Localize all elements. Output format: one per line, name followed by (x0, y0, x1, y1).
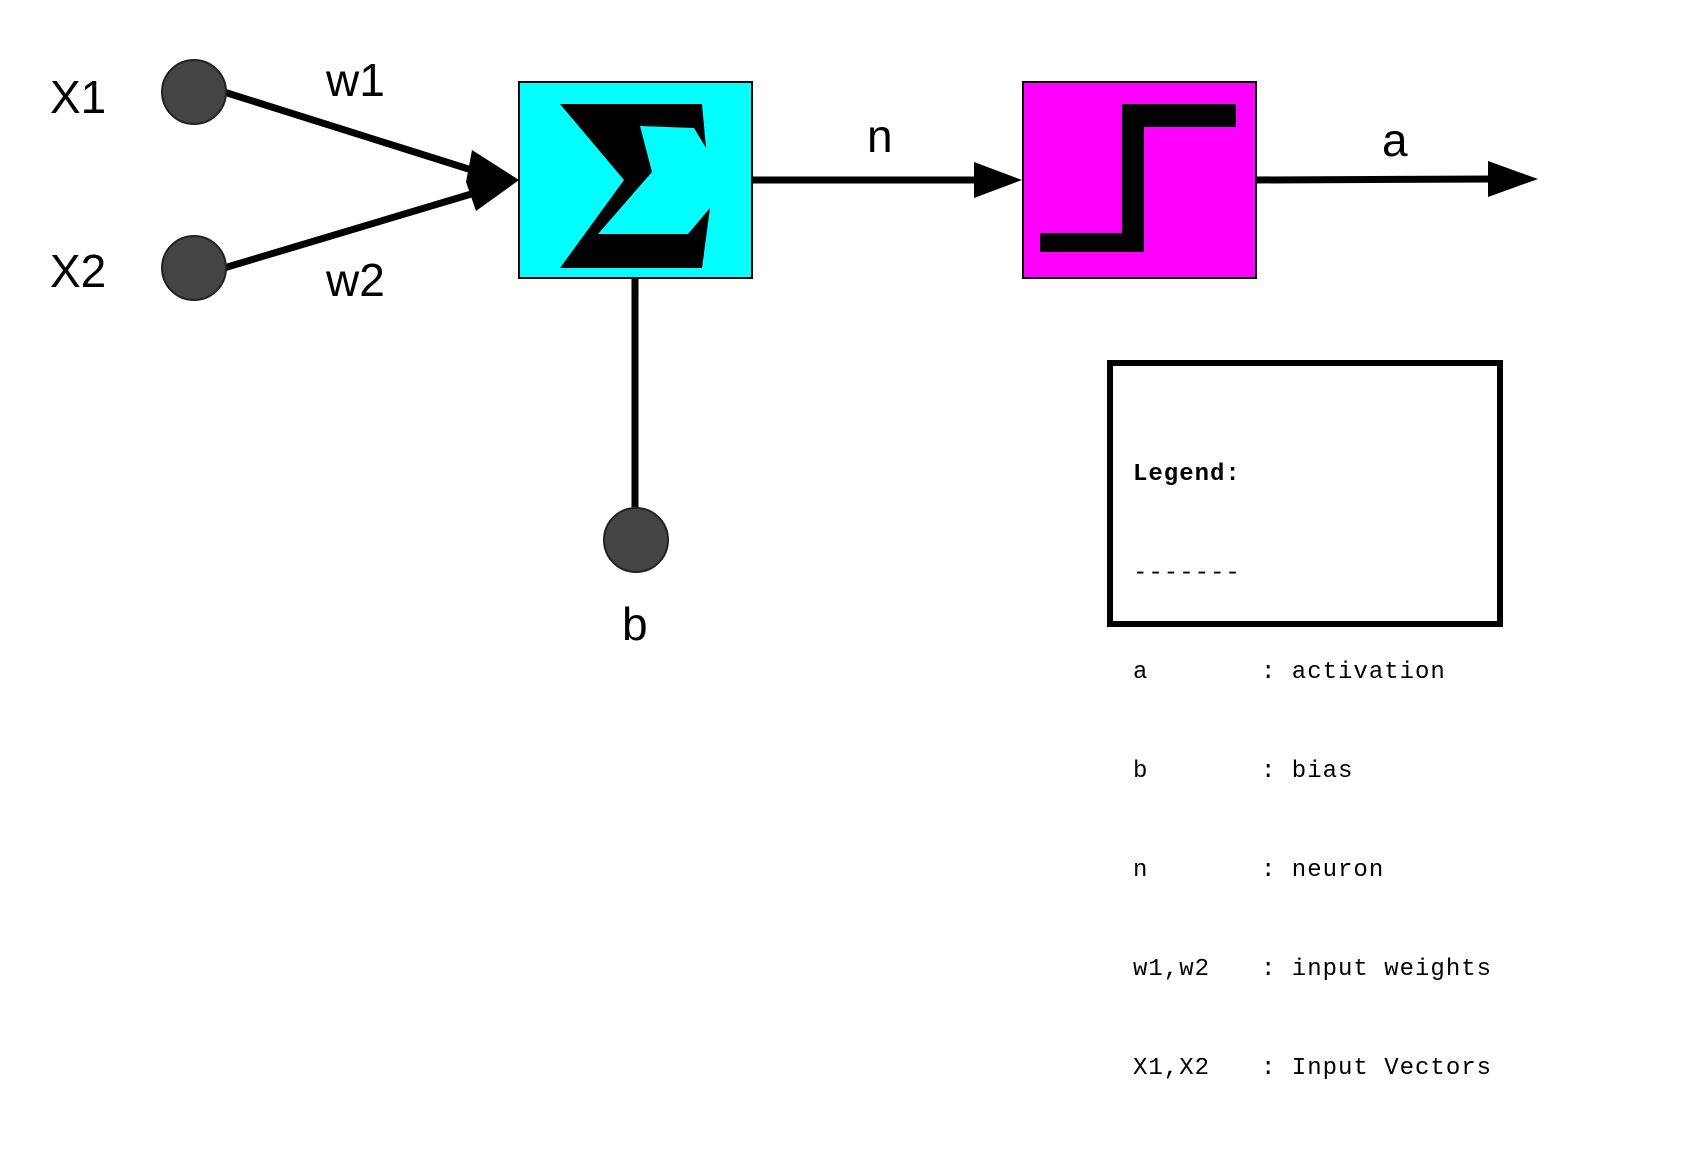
input-label-x1: X1 (50, 71, 106, 123)
step-function-icon (1040, 104, 1236, 252)
edge-x2-to-sum (222, 188, 480, 272)
perceptron-diagram: X1 X2 w1 w2 b n a (50, 54, 1538, 650)
arrowhead-output (1488, 161, 1538, 197)
legend-entry-desc: : input weights (1261, 956, 1493, 983)
arrowhead-into-activation (974, 162, 1022, 198)
legend-entry-desc: : activation (1261, 659, 1446, 686)
legend-entry: w1,w2 : input weights (1133, 953, 1492, 986)
legend-entry: a : activation (1133, 656, 1492, 689)
weight-label-w2: w2 (325, 254, 385, 306)
legend-entry: b : bias (1133, 755, 1492, 788)
output-label: a (1382, 114, 1408, 166)
legend-entry-key: b (1133, 758, 1149, 785)
input-node-x2 (161, 235, 227, 301)
legend-entry: X1,X2 : Input Vectors (1133, 1052, 1492, 1085)
legend-entry-desc: : neuron (1261, 857, 1385, 884)
legend-divider: ------- (1133, 560, 1241, 587)
weight-label-w1: w1 (325, 54, 385, 106)
legend-entry: n : neuron (1133, 854, 1492, 887)
input-node-x1 (161, 59, 227, 125)
legend-entry-key: w1,w2 (1133, 956, 1211, 983)
bias-node (603, 507, 669, 573)
legend-entry-desc: : bias (1261, 758, 1354, 785)
legend-entry-desc: : Input Vectors (1261, 1055, 1493, 1082)
arrowhead-into-sum (466, 150, 519, 211)
legend-content: Legend: ------- a : activation b : bias n:… (1133, 392, 1492, 1151)
input-label-x2: X2 (50, 245, 106, 297)
legend-entry-key: X1,X2 (1133, 1055, 1211, 1082)
edge-x1-to-sum (222, 88, 480, 176)
sigma-icon (560, 104, 710, 268)
net-label: n (867, 110, 893, 162)
legend-box: Legend: ------- a : activation b : bias n:… (1107, 360, 1503, 1082)
legend-title: Legend: (1133, 461, 1241, 488)
legend-entry-key: n (1133, 857, 1149, 884)
bias-label: b (622, 598, 648, 650)
legend-entry-key: a (1133, 659, 1149, 686)
edge-output (1255, 175, 1495, 184)
